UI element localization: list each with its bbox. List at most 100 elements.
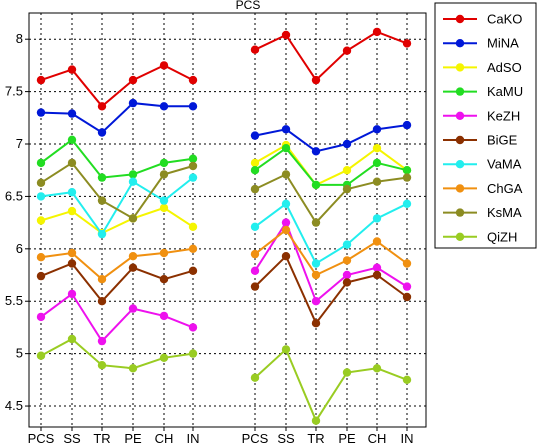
y-tick-label: 6.5	[5, 188, 23, 203]
data-point-kamu	[311, 180, 321, 190]
data-point-kezh	[281, 218, 291, 227]
series-chga	[36, 225, 412, 284]
data-point-qizh	[372, 364, 382, 373]
series-line-vama	[40, 176, 194, 236]
data-point-ksma	[281, 170, 291, 179]
data-point-chga	[97, 275, 107, 284]
data-point-ksma	[311, 218, 321, 227]
legend-label: BiGE	[487, 133, 518, 148]
legend-item-kamu[interactable]: KaMU	[443, 84, 523, 99]
legend-item-mina[interactable]: MiNA	[443, 36, 519, 51]
legend-label: MiNA	[487, 36, 519, 51]
legend-swatch-marker	[455, 39, 465, 48]
data-point-bige	[281, 252, 291, 261]
series-line-chga	[40, 247, 194, 281]
data-point-chga	[67, 248, 77, 258]
data-point-qizh	[159, 353, 169, 362]
x-tick-label: TR	[93, 431, 110, 446]
data-point-bige	[36, 271, 46, 281]
legend-item-vama[interactable]: VaMA	[443, 157, 522, 172]
data-point-chga	[372, 237, 382, 246]
data-point-cako	[67, 65, 77, 74]
series-layer	[36, 27, 412, 425]
data-point-mina	[188, 102, 198, 111]
legend-label: CaKO	[487, 12, 522, 27]
legend-swatch-marker	[455, 232, 465, 241]
data-point-mina	[372, 125, 382, 134]
legend-item-kezh[interactable]: KeZH	[443, 108, 520, 123]
legend[interactable]: CaKO MiNA AdSO KaMU KeZH BiGE VaMA ChGA KsMA QiZH	[434, 2, 537, 249]
data-point-adso	[188, 222, 198, 231]
data-point-adso	[36, 216, 46, 225]
legend-item-chga[interactable]: ChGA	[443, 181, 523, 196]
legend-item-bige[interactable]: BiGE	[443, 133, 518, 148]
series-line-qizh	[254, 347, 408, 423]
data-point-kezh	[402, 282, 412, 291]
legend-item-qizh[interactable]: QiZH	[443, 229, 517, 244]
series-line-mina	[254, 124, 408, 153]
data-point-ksma	[159, 170, 169, 179]
data-point-ksma	[36, 178, 46, 187]
x-tick-label: PE	[124, 431, 142, 446]
data-point-kezh	[250, 266, 260, 275]
data-point-kezh	[342, 270, 352, 280]
data-point-mina	[311, 147, 321, 156]
data-point-ksma	[188, 161, 198, 171]
data-point-chga	[281, 225, 291, 235]
data-point-adso	[250, 158, 260, 168]
data-point-cako	[281, 30, 291, 40]
data-point-mina	[402, 120, 412, 130]
data-point-adso	[159, 203, 169, 213]
data-point-kezh	[159, 311, 169, 321]
data-point-kezh	[97, 336, 107, 346]
series-line-cako	[40, 64, 194, 108]
legend-item-ksma[interactable]: KsMA	[443, 205, 522, 220]
y-tick-label: 4.5	[5, 398, 23, 413]
data-point-kamu	[128, 170, 138, 179]
data-point-ksma	[372, 177, 382, 186]
legend-item-cako[interactable]: CaKO	[443, 12, 522, 27]
data-point-bige	[188, 266, 198, 275]
data-point-adso	[342, 166, 352, 175]
legend-label: KeZH	[487, 108, 520, 123]
data-point-cako	[250, 45, 260, 54]
data-point-cako	[342, 46, 352, 55]
data-point-kamu	[402, 166, 412, 175]
data-point-vama	[128, 177, 138, 186]
series-mina	[36, 98, 412, 156]
data-point-bige	[372, 270, 382, 280]
data-point-kezh	[311, 297, 321, 306]
data-point-mina	[67, 109, 77, 118]
series-line-adso	[40, 206, 194, 235]
data-point-mina	[97, 128, 107, 137]
legend-swatch-marker	[455, 63, 465, 72]
series-line-kezh	[40, 292, 194, 343]
grid	[29, 13, 426, 427]
data-point-vama	[97, 229, 107, 239]
x-tick-label: IN	[187, 431, 200, 446]
data-point-ksma	[128, 214, 138, 223]
data-point-vama	[342, 240, 352, 249]
data-point-vama	[311, 259, 321, 268]
data-point-chga	[250, 249, 260, 259]
y-tick-label: 7.5	[5, 84, 23, 99]
data-point-ksma	[342, 184, 352, 194]
data-point-chga	[128, 252, 138, 261]
series-line-bige	[40, 262, 194, 303]
legend-swatch-marker	[455, 184, 465, 193]
legend-label: ChGA	[487, 181, 523, 196]
y-tick-label: 6	[16, 241, 23, 256]
data-point-mina	[250, 131, 260, 140]
data-point-ksma	[97, 196, 107, 205]
data-point-bige	[250, 282, 260, 291]
x-tick-label: SS	[63, 431, 81, 446]
series-line-adso	[254, 143, 408, 187]
series-line-kamu	[254, 146, 408, 186]
data-point-chga	[159, 248, 169, 258]
y-tick-label: 5.5	[5, 293, 23, 308]
legend-item-adso[interactable]: AdSO	[443, 60, 522, 75]
data-point-chga	[342, 256, 352, 265]
series-line-ksma	[254, 173, 408, 225]
